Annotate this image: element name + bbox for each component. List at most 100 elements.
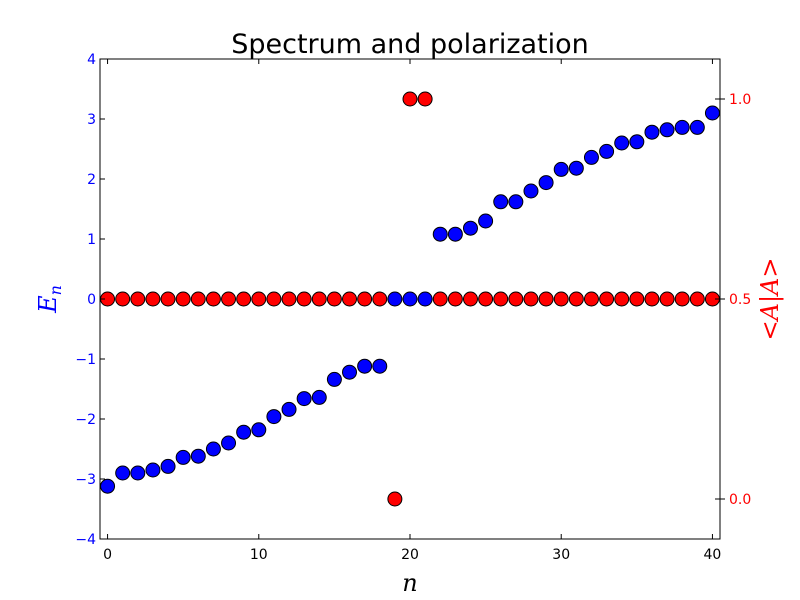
data-point-left xyxy=(357,358,373,374)
data-point-left xyxy=(538,175,554,191)
data-point-left xyxy=(523,183,539,199)
data-point-right xyxy=(614,291,630,307)
data-point-right xyxy=(145,291,161,307)
x-axis: 0 10 20 30 40 xyxy=(103,59,721,563)
data-point-right xyxy=(659,291,675,307)
data-point-left xyxy=(190,448,206,464)
data-point-right xyxy=(583,291,599,307)
data-point-left xyxy=(447,226,463,242)
data-point-left xyxy=(372,358,388,374)
data-point-right xyxy=(402,91,418,107)
data-point-right xyxy=(251,291,267,307)
y-left-tick-label: −1 xyxy=(75,352,96,368)
data-point-right xyxy=(342,291,358,307)
data-point-left xyxy=(568,160,584,176)
data-point-right xyxy=(629,291,645,307)
data-point-left xyxy=(478,213,494,229)
data-point-right xyxy=(599,291,615,307)
chart-title: Spectrum and polarization xyxy=(231,29,589,60)
series-right xyxy=(100,91,720,507)
data-point-left xyxy=(462,220,478,236)
data-point-right xyxy=(493,291,509,307)
data-point-right xyxy=(644,291,660,307)
data-point-left xyxy=(508,194,524,210)
data-point-right xyxy=(115,291,131,307)
data-point-right xyxy=(462,291,478,307)
x-tick-label: 30 xyxy=(552,547,570,563)
data-point-left xyxy=(130,465,146,481)
x-tick-label: 20 xyxy=(401,547,419,563)
data-point-right xyxy=(311,291,327,307)
y-left-tick-label: −4 xyxy=(75,532,96,548)
data-point-right xyxy=(674,291,690,307)
data-point-left xyxy=(205,441,221,457)
data-point-left xyxy=(553,161,569,177)
data-point-right xyxy=(205,291,221,307)
x-axis-label: n xyxy=(402,569,417,597)
data-point-left xyxy=(145,462,161,478)
data-point-right xyxy=(432,291,448,307)
y-left-tick-label: −3 xyxy=(75,472,96,488)
data-point-right xyxy=(478,291,494,307)
data-point-right xyxy=(160,291,176,307)
y-left-tick-label: 3 xyxy=(87,112,96,128)
y-left-tick-label: 0 xyxy=(87,292,96,308)
data-point-right xyxy=(417,91,433,107)
data-point-left xyxy=(296,391,312,407)
data-point-left xyxy=(432,226,448,242)
y-left-tick-label: −2 xyxy=(75,412,96,428)
data-point-left xyxy=(251,422,267,438)
data-point-right xyxy=(175,291,191,307)
data-point-right xyxy=(523,291,539,307)
data-point-left xyxy=(402,291,418,307)
data-point-right xyxy=(130,291,146,307)
data-point-right xyxy=(387,491,403,507)
y-axis-left-label: En xyxy=(34,285,65,314)
data-point-right xyxy=(447,291,463,307)
data-point-right xyxy=(326,291,342,307)
data-point-right xyxy=(296,291,312,307)
data-point-right xyxy=(221,291,237,307)
data-point-left xyxy=(599,143,615,159)
data-point-right xyxy=(190,291,206,307)
data-point-left xyxy=(311,389,327,405)
data-point-left xyxy=(281,401,297,417)
data-point-right xyxy=(266,291,282,307)
data-point-right xyxy=(357,291,373,307)
y-axis-right-label: <A|A> xyxy=(756,258,785,341)
data-point-left xyxy=(221,435,237,451)
data-point-right xyxy=(281,291,297,307)
data-point-left xyxy=(674,119,690,135)
y-axis-left-label-subscript: n xyxy=(46,285,65,295)
data-point-right xyxy=(372,291,388,307)
y-left-tick-label: 4 xyxy=(87,52,96,68)
x-tick-label: 10 xyxy=(250,547,268,563)
data-point-right xyxy=(568,291,584,307)
y-right-tick-label: 0.0 xyxy=(729,492,751,508)
y-left-tick-label: 1 xyxy=(87,232,96,248)
data-point-left xyxy=(659,122,675,138)
data-point-left xyxy=(266,409,282,425)
data-point-right xyxy=(236,291,252,307)
y-left-tick-label: 2 xyxy=(87,172,96,188)
y-right-tick-label: 1.0 xyxy=(729,92,751,108)
data-point-left xyxy=(614,135,630,151)
data-point-right xyxy=(508,291,524,307)
data-point-left xyxy=(236,424,252,440)
y-axis-left: −4 −3 −2 −1 0 1 2 3 4 xyxy=(75,52,105,548)
data-point-left xyxy=(387,291,403,307)
data-point-left xyxy=(583,149,599,165)
data-point-left xyxy=(160,458,176,474)
x-tick-label: 0 xyxy=(103,547,112,563)
series-left xyxy=(100,105,720,494)
data-point-left xyxy=(704,105,720,121)
data-point-left xyxy=(115,465,131,481)
data-point-left xyxy=(342,364,358,380)
y-right-tick-label: 0.5 xyxy=(729,292,751,308)
data-point-left xyxy=(629,134,645,150)
data-point-right xyxy=(538,291,554,307)
y-axis-right: 0.0 0.5 1.0 xyxy=(715,92,751,508)
data-point-left xyxy=(326,371,342,387)
data-point-left xyxy=(493,194,509,210)
